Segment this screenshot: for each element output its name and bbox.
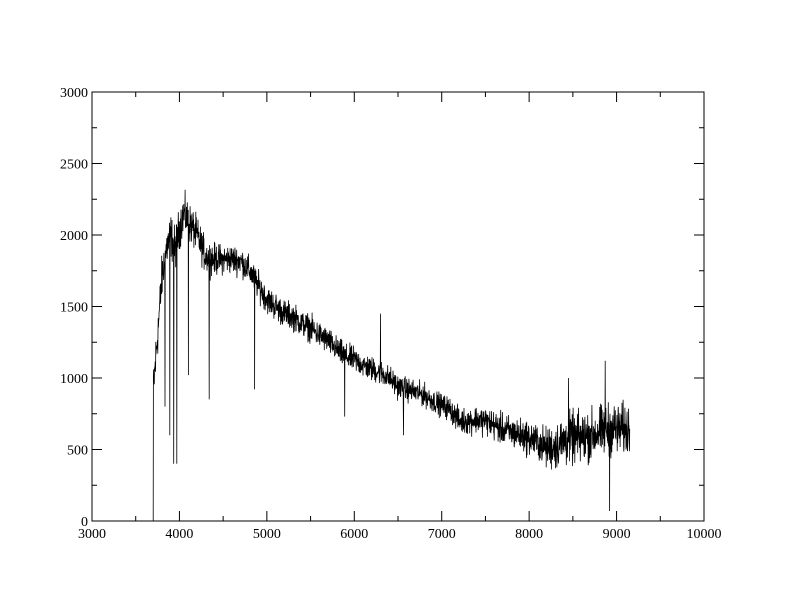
x-tick-label: 3000	[78, 527, 106, 542]
x-tick-label: 5000	[253, 527, 281, 542]
x-tick-label: 6000	[340, 527, 368, 542]
x-tick-label: 8000	[515, 527, 543, 542]
y-tick-label: 2500	[60, 158, 88, 173]
x-tick-label: 4000	[165, 527, 193, 542]
y-tick-label: 3000	[60, 86, 88, 101]
y-tick-label: 2000	[60, 229, 88, 244]
x-tick-label: 9000	[603, 527, 631, 542]
y-tick-label: 1000	[60, 372, 88, 387]
y-tick-label: 500	[67, 444, 88, 459]
y-tick-label: 1500	[60, 301, 88, 316]
x-tick-label: 10000	[687, 527, 722, 542]
spectrum-line	[152, 189, 631, 522]
y-tick-label: 0	[81, 515, 88, 530]
x-tick-label: 7000	[428, 527, 456, 542]
plot-frame	[91, 91, 705, 522]
